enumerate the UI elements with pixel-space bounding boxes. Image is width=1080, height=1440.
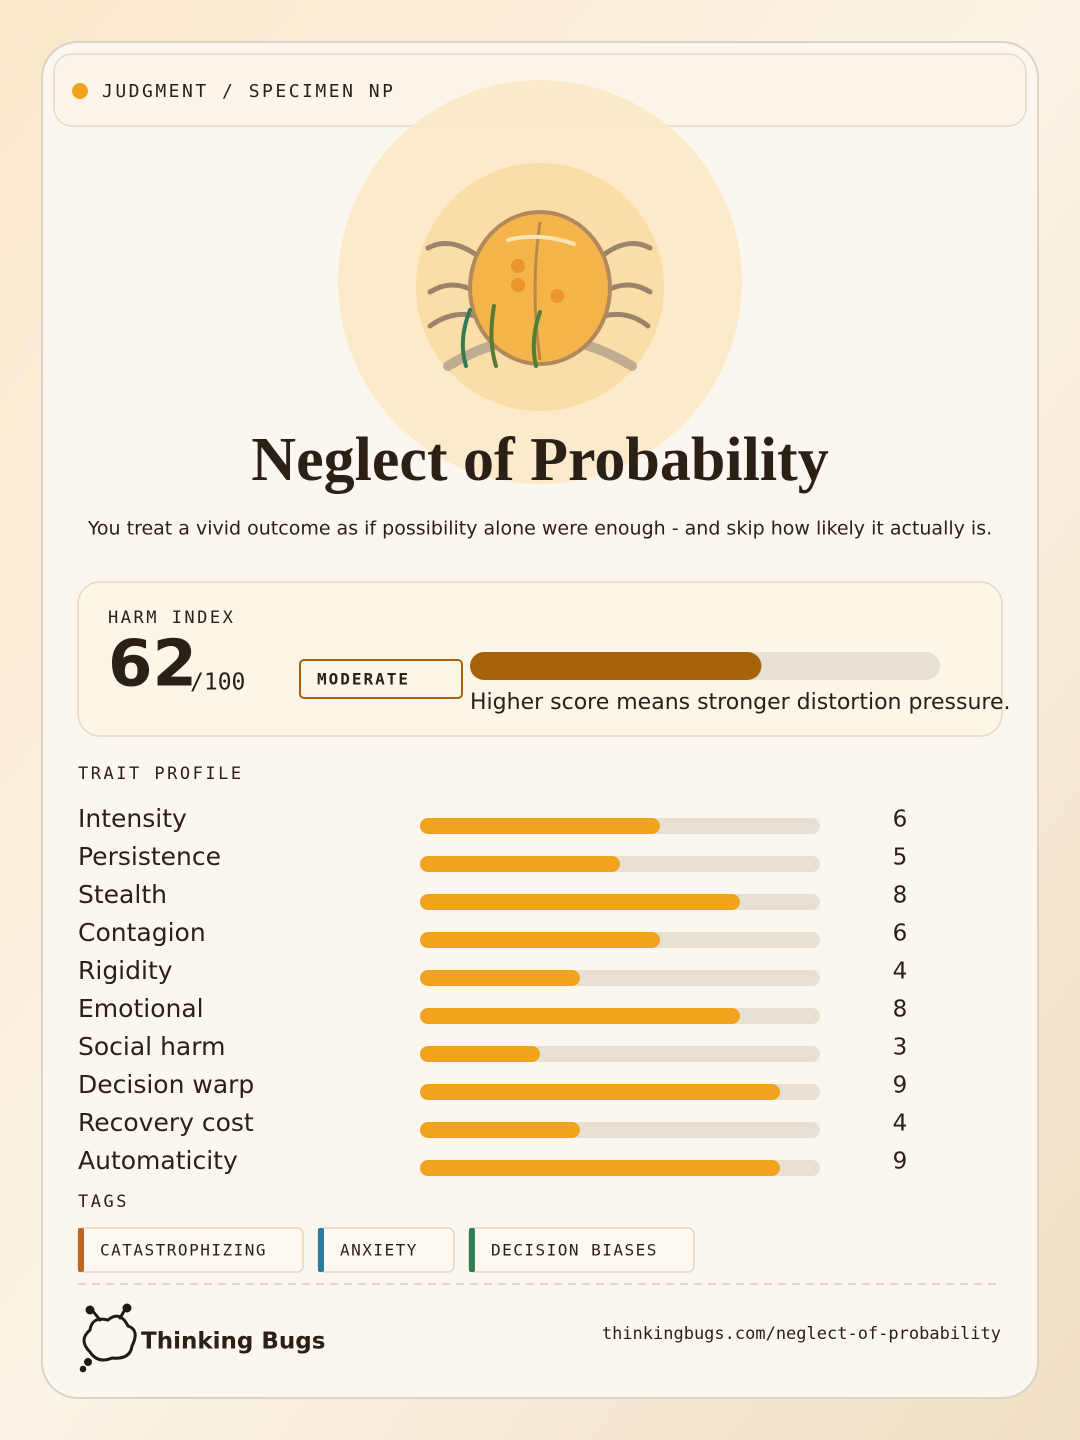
trait-bar — [420, 1122, 580, 1138]
trait-value: 8 — [893, 883, 908, 909]
trait-value: 9 — [893, 1073, 908, 1099]
level-badge — [299, 659, 463, 699]
tag-accent — [468, 1228, 475, 1272]
harm-note: Higher score means stronger distortion p… — [470, 690, 1011, 715]
trait-value: 5 — [893, 845, 908, 871]
tag-label: CATASTROPHIZING — [100, 1241, 267, 1260]
trait-value: 9 — [893, 1149, 908, 1175]
tag-label: DECISION BIASES — [491, 1241, 658, 1260]
header-label: JUDGMENT / SPECIMEN NP — [102, 81, 395, 102]
trait-name: Stealth — [78, 880, 167, 909]
trait-bar — [420, 894, 740, 910]
trait-value: 3 — [893, 1035, 908, 1061]
trait-value: 4 — [893, 959, 908, 985]
harm-score: 62 — [108, 628, 197, 702]
header-dot — [72, 83, 88, 99]
trait-bar — [420, 1084, 780, 1100]
traits-label: TRAIT PROFILE — [78, 764, 244, 784]
trait-bar — [420, 856, 620, 872]
harm-bar — [470, 652, 762, 680]
trait-value: 8 — [893, 997, 908, 1023]
url: thinkingbugs.com/neglect-of-probability — [602, 1324, 1001, 1344]
trait-name: Recovery cost — [78, 1108, 254, 1137]
bug-illustration — [338, 80, 742, 484]
trait-name: Social harm — [78, 1032, 225, 1061]
trait-name: Decision warp — [78, 1070, 254, 1099]
trait-name: Persistence — [78, 842, 221, 871]
trait-bar — [420, 1008, 740, 1024]
trait-name: Rigidity — [78, 956, 173, 985]
title: Neglect of Probability — [251, 426, 828, 494]
subtitle: You treat a vivid outcome as if possibil… — [87, 518, 992, 540]
trait-value: 6 — [893, 921, 908, 947]
trait-bar — [420, 970, 580, 986]
trait-name: Emotional — [78, 994, 204, 1023]
tag-label: ANXIETY — [340, 1241, 418, 1260]
trait-bar — [420, 1160, 780, 1176]
tags-label: TAGS — [78, 1192, 129, 1212]
brand: Thinking Bugs — [141, 1329, 325, 1355]
trait-bar — [420, 818, 660, 834]
trait-name: Contagion — [78, 918, 206, 947]
trait-name: Intensity — [78, 804, 187, 833]
harm-label: HARM INDEX — [108, 608, 235, 628]
logo — [79, 1303, 137, 1373]
trait-bar — [420, 932, 660, 948]
trait-bar — [420, 1046, 540, 1062]
level-label: MODERATE — [317, 670, 410, 689]
tag-accent — [318, 1228, 324, 1272]
trait-value: 4 — [893, 1111, 908, 1137]
tag-accent — [78, 1228, 84, 1272]
trait-value: 6 — [893, 807, 908, 833]
harm-scale: /100 — [190, 670, 245, 696]
trait-name: Automaticity — [78, 1146, 238, 1175]
